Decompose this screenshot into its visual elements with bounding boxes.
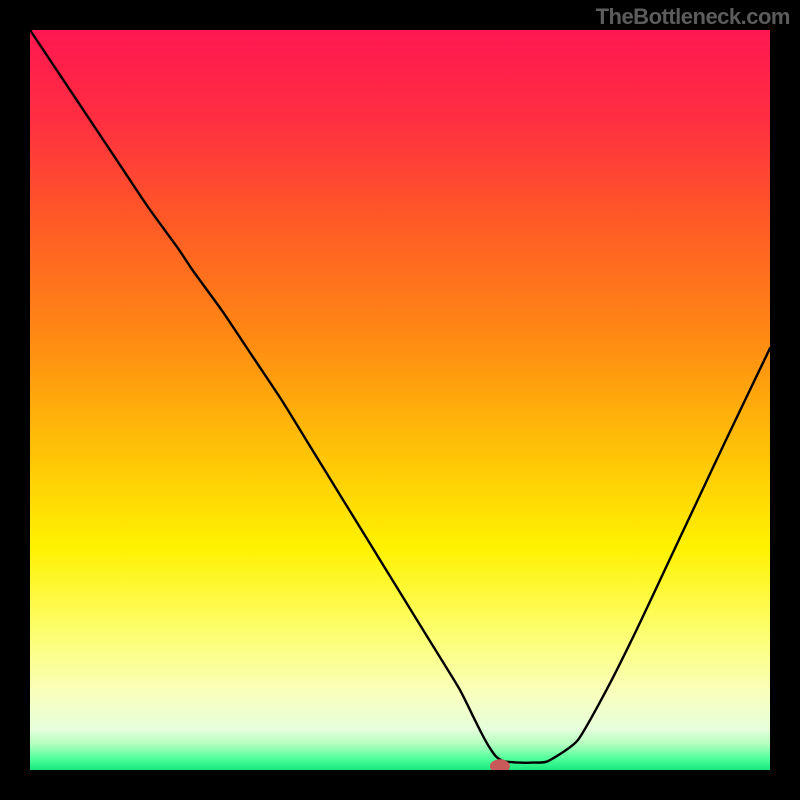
bottleneck-chart <box>0 0 800 800</box>
gradient-background <box>30 30 770 770</box>
watermark-text: TheBottleneck.com <box>596 4 790 30</box>
chart-container: TheBottleneck.com <box>0 0 800 800</box>
